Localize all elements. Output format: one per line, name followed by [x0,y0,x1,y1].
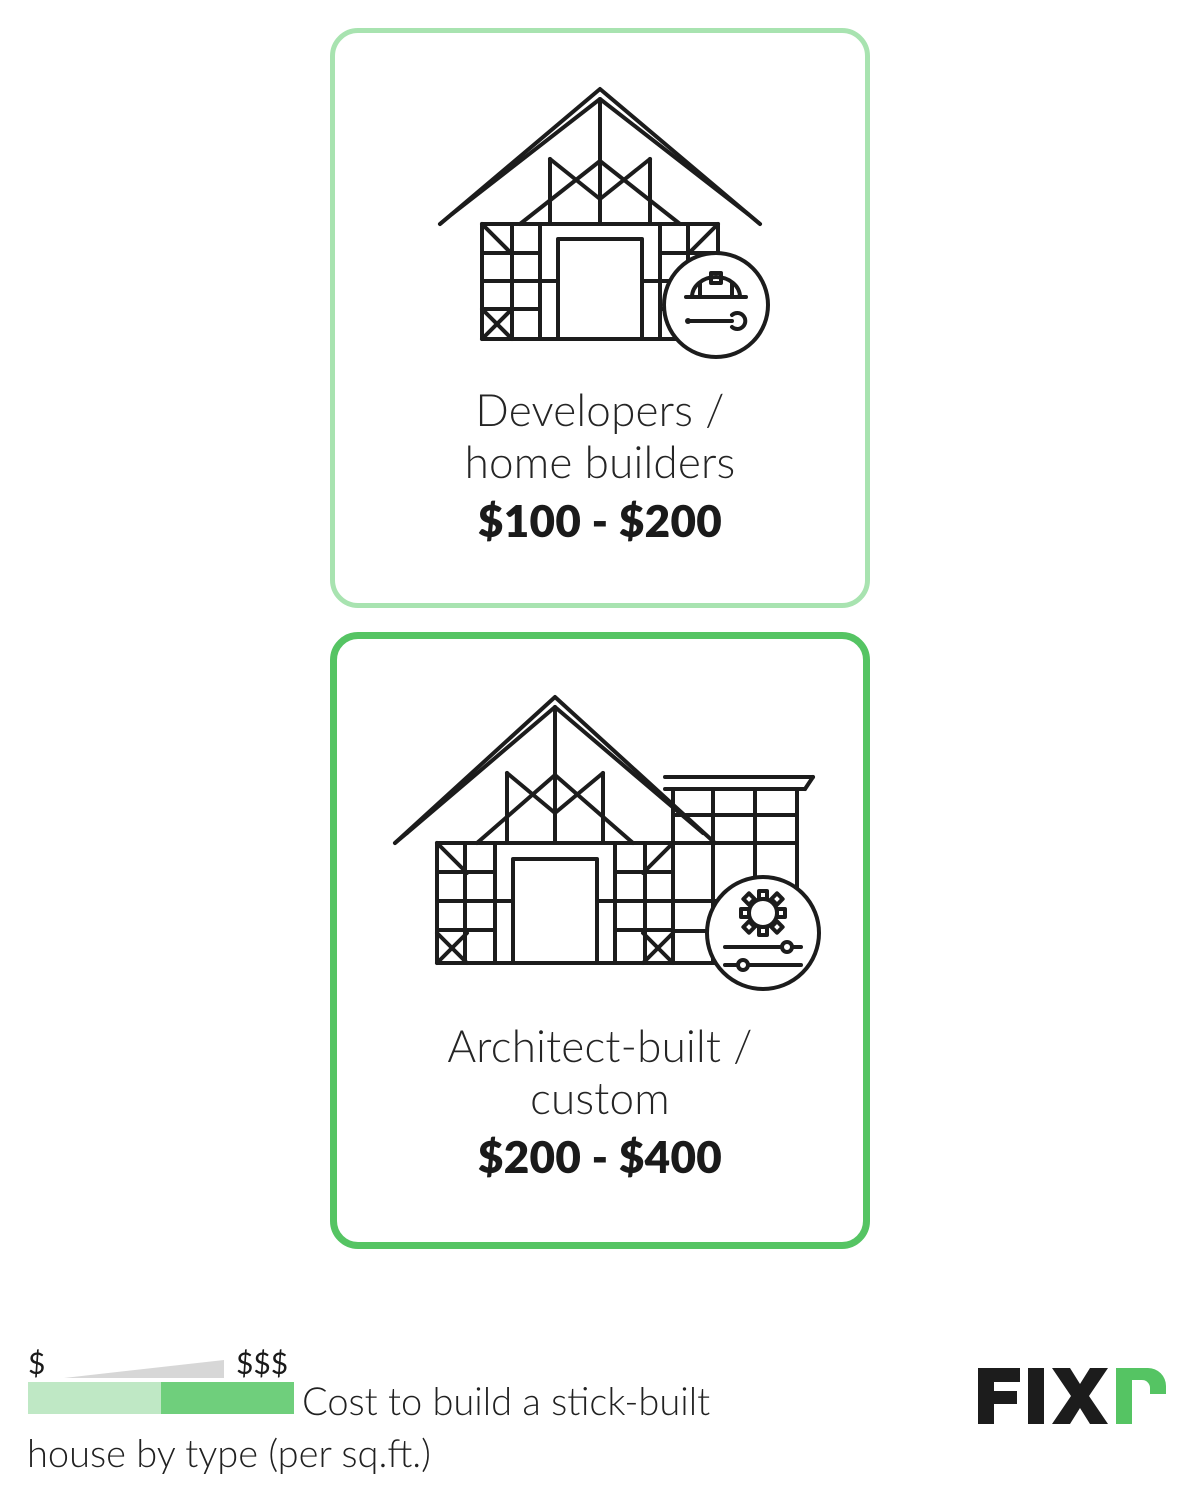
house-frame-custom-icon [365,665,835,1015]
legend-wedge-icon [64,1358,224,1380]
label-line: Architect-built / [447,1020,752,1072]
card-price: $200 - $400 [478,1131,722,1183]
cards-container: Developers / home builders $100 - $200 [0,0,1200,1249]
fixr-logo [976,1362,1166,1432]
caption-line: house by type (per sq.ft.) [27,1430,892,1478]
card-label: Developers / home builders [465,385,736,489]
card-price: $100 - $200 [478,495,722,547]
legend-low: $ [28,1345,45,1381]
legend-bar-seg-low [28,1382,161,1414]
legend-bar-seg-high [161,1382,294,1414]
card-label: Architect-built / custom [447,1021,752,1125]
footer: $ $$$ Cost to build a stick-built house … [0,1298,1200,1498]
legend-high: $$$ [236,1345,288,1381]
caption-line: Cost to build a stick-built [302,1378,710,1424]
label-line: custom [530,1072,670,1124]
card-developers: Developers / home builders $100 - $200 [330,28,870,608]
caption: Cost to build a stick-built house by typ… [302,1378,892,1477]
label-line: Developers / [475,384,724,436]
house-frame-hardhat-icon [400,59,800,379]
legend-bar [28,1382,294,1414]
card-architect: Architect-built / custom $200 - $400 [330,632,870,1249]
label-line: home builders [465,436,736,488]
